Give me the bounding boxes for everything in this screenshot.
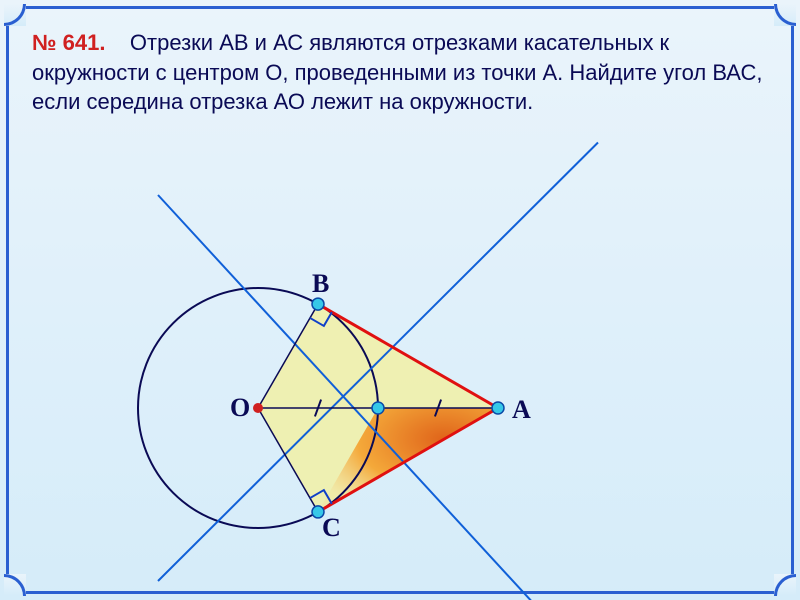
geometry-diagram: O A B C xyxy=(78,198,638,578)
problem-text: Отрезки АВ и АС являются отрезками касат… xyxy=(32,30,762,114)
content-area: № 641. Отрезки АВ и АС являются отрезкам… xyxy=(18,18,782,582)
fill-OBA xyxy=(258,304,498,408)
label-B: B xyxy=(312,269,329,298)
diagram-svg: O A B C xyxy=(78,198,638,578)
point-M xyxy=(372,402,384,414)
label-C: C xyxy=(322,513,341,542)
problem-number: № 641. xyxy=(32,30,105,55)
line-tangent_B xyxy=(158,142,598,581)
label-A: A xyxy=(512,395,531,424)
label-O: O xyxy=(230,393,250,422)
point-A xyxy=(492,402,504,414)
point-O xyxy=(253,403,263,413)
point-B xyxy=(312,298,324,310)
problem-statement: № 641. Отрезки АВ и АС являются отрезкам… xyxy=(18,18,782,117)
